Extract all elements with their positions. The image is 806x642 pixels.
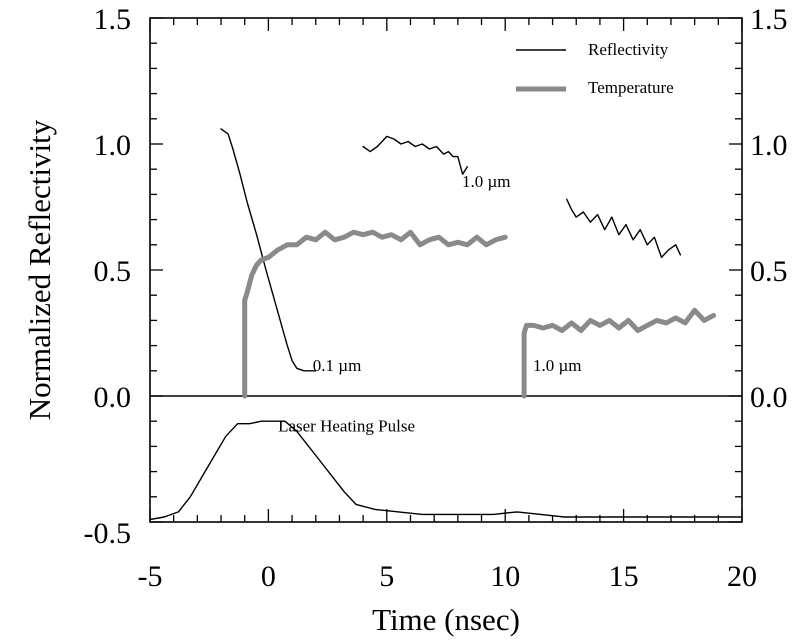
legend-label-reflectivity: Reflectivity — [588, 40, 669, 59]
y-right-tick-label: 0.5 — [750, 255, 788, 288]
reflectivity-curve-5 — [149, 420, 743, 521]
annotation-label-2: 1.0 µm — [533, 356, 582, 375]
y-right-tick-label: 0.0 — [750, 381, 788, 414]
y-tick-label: 1.0 — [94, 129, 132, 162]
y-right-tick-label: 1.0 — [750, 129, 788, 162]
legend-label-temperature: Temperature — [588, 78, 674, 97]
series-layer — [149, 128, 743, 521]
y-tick-label: -0.5 — [84, 517, 132, 550]
annotation-label-3: Laser Heating Pulse — [278, 416, 415, 435]
axis-ticks — [149, 17, 743, 523]
x-tick-label: 15 — [609, 560, 639, 593]
x-tick-label: -5 — [138, 560, 163, 593]
x-axis-title: Time (nsec) — [372, 602, 520, 637]
y-tick-label: 0.5 — [94, 255, 132, 288]
tick-labels: -5 0 5 10 15 20 -0.5 0.0 0.5 1.0 1.5 0.0 0.5 1.0 1.5 — [84, 3, 788, 593]
x-tick-label: 20 — [727, 560, 757, 593]
temperature-curve-3 — [242, 229, 508, 399]
reflectivity-curve-0 — [220, 128, 317, 372]
annotation-label-0: 1.0 µm — [462, 172, 511, 191]
reflectivity-curve-2 — [566, 198, 682, 259]
y-tick-label: 0.0 — [94, 381, 132, 414]
reflectivity-curve-1 — [362, 135, 468, 175]
x-tick-label: 10 — [490, 560, 520, 593]
annotation-label-1: 0.1 µm — [313, 356, 362, 375]
annotations: 1.0 µm 0.1 µm 1.0 µm Laser Heating Pulse — [278, 172, 581, 435]
y-tick-label: 1.5 — [94, 3, 132, 36]
legend: Reflectivity Temperature — [516, 40, 674, 97]
y-right-tick-label: 1.5 — [750, 3, 788, 36]
x-tick-label: 5 — [379, 560, 394, 593]
y-axis-title: Normalized Reflectivity — [22, 119, 57, 420]
x-tick-label: 0 — [261, 560, 276, 593]
temperature-curve-4 — [521, 307, 717, 399]
